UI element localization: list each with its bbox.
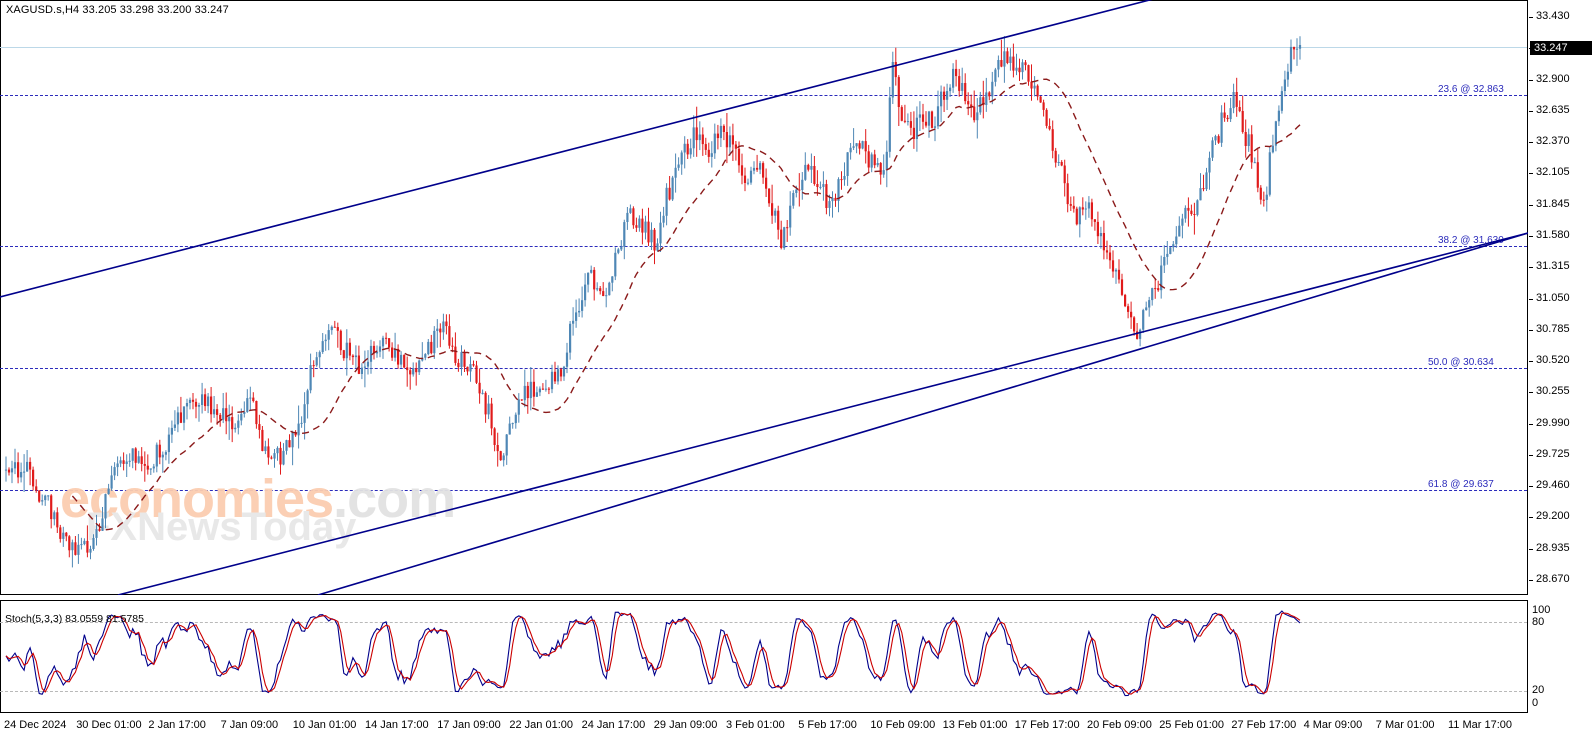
price-tick: 31.315 — [1529, 260, 1596, 272]
price-tick: 31.050 — [1529, 292, 1596, 304]
candlestick-series — [4, 36, 1302, 568]
price-tick: 30.255 — [1529, 385, 1596, 397]
price-tick-label: 28.670 — [1536, 573, 1570, 585]
price-tick: 28.935 — [1529, 542, 1596, 554]
stochastic-canvas — [5, 610, 1301, 697]
time-tick-label: 10 Jan 01:00 — [292, 719, 357, 731]
price-tick-label: 30.785 — [1536, 322, 1570, 335]
price-tick: 30.520 — [1529, 354, 1596, 366]
price-tick-label: 28.935 — [1536, 541, 1570, 554]
stochastic-header: Stoch(5,3,3) 83.0559 81.5785 — [5, 613, 144, 625]
time-tick-label: 29 Jan 09:00 — [653, 719, 718, 731]
moving-average-line — [71, 78, 1301, 531]
price-tick: 28.670 — [1529, 573, 1596, 585]
fib-label-618: 61.8 @ 29.637 — [1428, 479, 1494, 490]
price-tick: 32.370 — [1529, 135, 1596, 147]
price-tick-label: 31.315 — [1536, 260, 1570, 273]
time-tick-label: 4 Mar 09:00 — [1303, 719, 1363, 731]
price-tick-label: 29.990 — [1536, 416, 1570, 429]
price-tick: 31.580 — [1529, 229, 1596, 241]
price-tick: 32.900 — [1529, 73, 1596, 85]
fib-line-500 — [0, 368, 1527, 369]
channel-upper-line — [0, 0, 1153, 298]
support-trendline — [317, 232, 1528, 595]
time-tick-label: 7 Jan 09:00 — [220, 719, 279, 731]
trendline-group — [0, 0, 1528, 595]
time-tick-label: 22 Jan 01:00 — [509, 719, 574, 731]
stoch-tick-80: 80 — [1532, 616, 1545, 628]
price-tick: 31.845 — [1529, 198, 1596, 210]
price-tick-label: 31.845 — [1536, 197, 1570, 210]
price-tick-label: 30.255 — [1536, 385, 1570, 398]
price-tick-label: 33.430 — [1536, 10, 1570, 22]
price-tick-label: 30.520 — [1536, 354, 1570, 367]
fib-line-236 — [0, 95, 1527, 96]
fib-line-382 — [0, 246, 1527, 247]
channel-lower-line — [117, 232, 1528, 595]
price-tick-label: 31.580 — [1536, 228, 1570, 241]
stoch-tick-0: 0 — [1532, 697, 1539, 709]
time-tick-label: 24 Dec 2024 — [4, 719, 67, 731]
stochastic-axis: 100 80 20 0 — [1529, 600, 1596, 713]
fib-label-236: 23.6 @ 32.863 — [1438, 84, 1504, 95]
time-tick-label: 7 Mar 01:00 — [1375, 719, 1435, 731]
price-tick-label: 31.050 — [1536, 291, 1570, 304]
fib-label-382: 38.2 @ 31.630 — [1438, 235, 1504, 246]
stoch-d-line — [5, 612, 1301, 695]
price-tick-label: 32.635 — [1536, 103, 1570, 116]
price-tick-label: 29.725 — [1536, 447, 1570, 460]
price-tick-label: 32.105 — [1536, 166, 1570, 179]
stochastic-indicator-panel[interactable] — [0, 600, 1528, 713]
current-price-line — [0, 47, 1527, 48]
time-tick-label: 20 Feb 09:00 — [1087, 719, 1152, 731]
time-tick-label: 10 Feb 09:00 — [870, 719, 936, 731]
current-price-tag: 33.247 — [1530, 41, 1592, 55]
price-tick-label: 32.900 — [1536, 72, 1570, 85]
stoch-overbought-line — [0, 622, 1527, 623]
time-tick-label: 2 Jan 17:00 — [148, 719, 206, 731]
time-tick-label: 14 Jan 17:00 — [365, 719, 429, 731]
time-axis[interactable]: 24 Dec 2024 30 Dec 01:00 2 Jan 17:00 7 Jan … — [0, 713, 1596, 743]
price-tick: 30.785 — [1529, 323, 1596, 335]
price-tick-label: 32.370 — [1536, 135, 1570, 148]
stoch-tick-100: 100 — [1532, 604, 1551, 616]
price-tick: 29.725 — [1529, 448, 1596, 460]
fib-label-500: 50.0 @ 30.634 — [1428, 357, 1494, 368]
time-tick-label: 27 Feb 17:00 — [1231, 719, 1297, 731]
time-tick-label: 5 Feb 17:00 — [798, 719, 857, 731]
price-tick: 33.430 — [1529, 10, 1596, 22]
fib-line-618 — [0, 490, 1527, 491]
price-tick: 29.460 — [1529, 479, 1596, 491]
price-tick: 32.635 — [1529, 104, 1596, 116]
time-tick-label: 24 Jan 17:00 — [581, 719, 646, 731]
price-series-canvas — [0, 0, 1528, 595]
time-tick-label: 17 Jan 09:00 — [437, 719, 501, 731]
time-tick-label: 11 Mar 17:00 — [1448, 719, 1513, 731]
price-tick-label: 29.460 — [1536, 479, 1570, 492]
price-axis[interactable]: 33.43033.16532.90032.63532.37032.10531.8… — [1529, 0, 1596, 600]
time-tick-label: 13 Feb 01:00 — [942, 719, 1008, 731]
stoch-k-line — [5, 610, 1301, 697]
price-tick: 29.200 — [1529, 510, 1596, 522]
stoch-oversold-line — [0, 691, 1527, 692]
stoch-tick-20: 20 — [1532, 684, 1545, 696]
price-tick: 32.105 — [1529, 166, 1596, 178]
time-tick-label: 25 Feb 01:00 — [1159, 719, 1225, 731]
price-tick: 29.990 — [1529, 417, 1596, 429]
time-tick-label: 3 Feb 01:00 — [726, 719, 785, 731]
time-tick-label: 30 Dec 01:00 — [76, 719, 142, 731]
price-tick-label: 29.200 — [1536, 510, 1570, 523]
time-tick-label: 17 Feb 17:00 — [1014, 719, 1080, 731]
symbol-ohlc-header: XAGUSD.s,H4 33.205 33.298 33.200 33.247 — [6, 4, 229, 16]
